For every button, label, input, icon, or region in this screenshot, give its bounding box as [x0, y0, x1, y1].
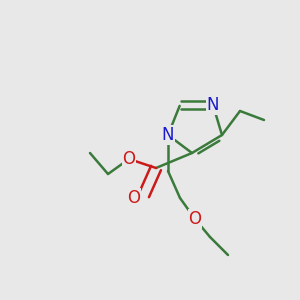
Text: O: O — [122, 150, 136, 168]
Text: O: O — [127, 189, 140, 207]
Text: O: O — [188, 210, 202, 228]
Text: N: N — [207, 96, 219, 114]
Text: N: N — [162, 126, 174, 144]
